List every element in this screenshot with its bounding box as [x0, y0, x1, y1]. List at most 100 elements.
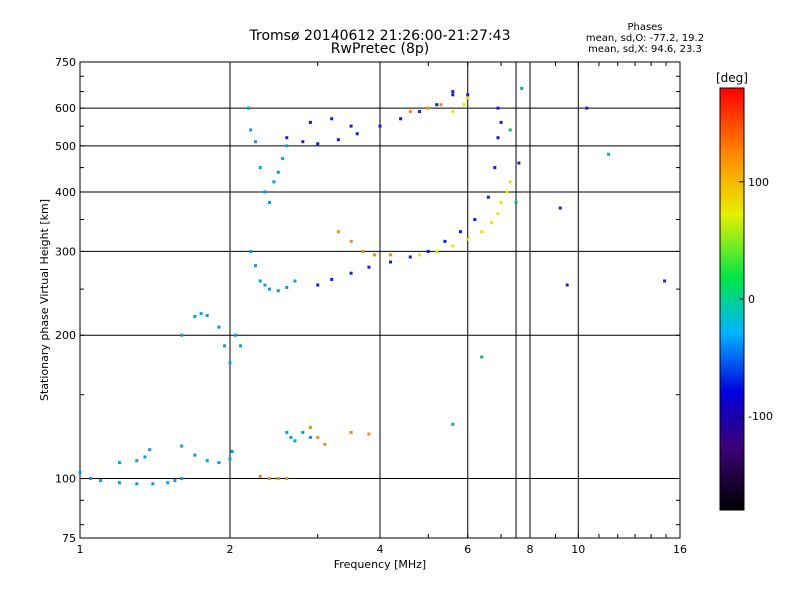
echo-point: [276, 289, 280, 293]
echo-point: [417, 110, 421, 114]
echo-point: [253, 140, 257, 144]
x-tick-label: 1: [77, 543, 84, 556]
echo-point: [205, 459, 209, 463]
echo-point: [473, 218, 477, 222]
echo-point: [233, 333, 237, 337]
echo-point: [499, 120, 503, 124]
echo-point: [217, 461, 221, 465]
echo-point: [426, 106, 430, 110]
echo-point: [199, 312, 203, 316]
echo-point: [486, 195, 490, 199]
echo-point: [316, 435, 320, 439]
echo-point: [285, 430, 289, 434]
echo-point: [193, 314, 197, 318]
echo-point: [173, 479, 177, 483]
colorbar-label: [deg]: [716, 71, 748, 85]
echo-point: [285, 477, 289, 481]
echo-point: [263, 283, 267, 287]
echo-point: [258, 166, 262, 170]
x-tick-label: 6: [464, 543, 471, 556]
echo-point: [285, 285, 289, 289]
echo-point: [417, 253, 421, 257]
echo-point: [308, 120, 312, 124]
echo-point: [205, 314, 209, 318]
echo-point: [117, 461, 121, 465]
echo-point: [508, 128, 512, 132]
echo-point: [230, 449, 234, 453]
echo-point: [249, 249, 253, 253]
echo-point: [258, 474, 262, 478]
echo-point: [276, 477, 280, 481]
echo-point: [508, 180, 512, 184]
echo-point: [151, 482, 155, 486]
echo-point: [399, 117, 403, 121]
colorbar-tick-label: 0: [748, 293, 755, 306]
echo-point: [451, 93, 455, 97]
echo-point: [336, 230, 340, 234]
echo-point: [289, 435, 293, 439]
echo-point: [272, 180, 276, 184]
echo-point: [336, 138, 340, 142]
echo-point: [451, 244, 455, 248]
echo-point: [166, 481, 170, 485]
echo-point: [180, 444, 184, 448]
echo-point: [565, 283, 569, 287]
echo-point: [451, 110, 455, 114]
echo-point: [330, 277, 334, 281]
chart-subtitle: RwPretec (8p): [330, 41, 430, 57]
echo-point: [514, 201, 518, 205]
echo-point: [451, 422, 455, 426]
echo-point: [323, 442, 327, 446]
y-axis-label: Stationary phase Virtual Height [km]: [38, 199, 51, 401]
echo-point: [99, 479, 103, 483]
echo-point: [301, 430, 305, 434]
echo-point: [285, 136, 289, 140]
echo-point: [89, 477, 93, 481]
echo-point: [355, 132, 359, 136]
echo-point: [193, 453, 197, 457]
echo-point: [180, 477, 184, 481]
echo-point: [373, 253, 377, 257]
echo-point: [517, 161, 521, 165]
echo-point: [466, 93, 470, 97]
echo-point: [316, 283, 320, 287]
echo-point: [558, 206, 562, 210]
echo-point: [349, 124, 353, 128]
echo-point: [585, 106, 589, 110]
echo-point: [496, 136, 500, 140]
echo-point: [496, 106, 500, 110]
y-tick-label: 200: [55, 329, 76, 342]
echo-point: [389, 260, 393, 264]
echo-point: [466, 237, 470, 241]
echo-point: [276, 170, 280, 174]
echo-point: [349, 271, 353, 275]
echo-point: [389, 253, 393, 257]
echo-point: [308, 425, 312, 429]
echo-point: [308, 435, 312, 439]
echo-point: [148, 448, 152, 452]
y-tick-label: 400: [55, 186, 76, 199]
y-tick-label: 750: [55, 56, 76, 69]
phase-stats-title: Phases: [627, 22, 663, 33]
echo-point: [408, 255, 412, 259]
echo-point: [443, 239, 447, 243]
phase-stats-x: mean, sd,X: 94.6, 23.3: [588, 44, 702, 55]
y-tick-label: 600: [55, 102, 76, 115]
echo-point: [135, 482, 139, 486]
echo-point: [293, 279, 297, 283]
echo-point: [263, 190, 267, 194]
echo-point: [285, 144, 289, 148]
echo-point: [439, 103, 443, 107]
echo-point: [316, 142, 320, 146]
y-tick-label: 500: [55, 140, 76, 153]
chart-title: Tromsø 20140612 21:26:00-21:27:43: [249, 28, 511, 44]
echo-point: [480, 230, 484, 234]
echo-point: [451, 90, 455, 94]
y-tick-label: 75: [62, 532, 76, 545]
echo-point: [143, 455, 147, 459]
echo-point: [499, 201, 503, 205]
echo-point: [367, 265, 371, 269]
echo-point: [135, 459, 139, 463]
echo-point: [349, 239, 353, 243]
